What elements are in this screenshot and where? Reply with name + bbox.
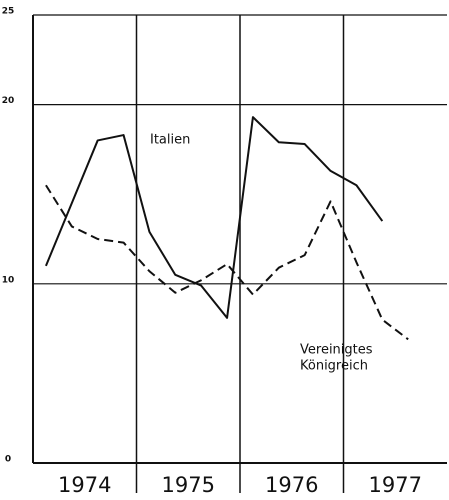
series-label: Italien: [150, 133, 190, 148]
series-line: [45, 116, 384, 319]
x-group-label: 1976: [265, 473, 318, 497]
x-group-label: 1974: [58, 473, 111, 497]
series-label: Vereinigtes: [300, 343, 373, 358]
y-tick-label: 20: [2, 96, 15, 106]
series-line: [45, 184, 409, 341]
series-label: Königreich: [300, 359, 368, 374]
y-tick-label: 0: [5, 455, 11, 465]
x-group-label: 1977: [369, 473, 422, 497]
y-tick-label: 25: [2, 7, 15, 17]
x-group-label: 1975: [162, 473, 215, 497]
y-tick-label: 10: [2, 275, 15, 285]
